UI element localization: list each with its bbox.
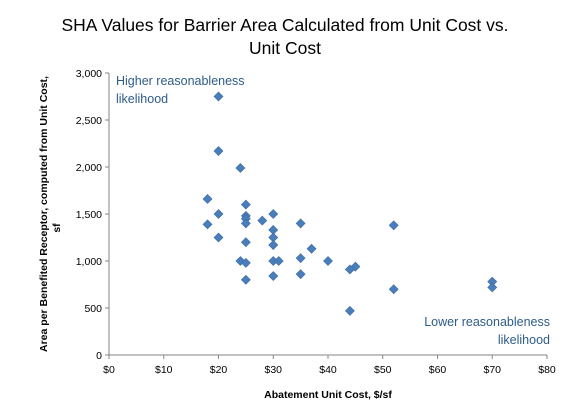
y-tick-label: 3,000 bbox=[76, 68, 102, 80]
data-point bbox=[257, 215, 268, 226]
data-points bbox=[202, 91, 498, 316]
data-point bbox=[235, 163, 246, 173]
data-point bbox=[213, 209, 224, 219]
y-tick-label: 2,000 bbox=[76, 162, 102, 174]
data-point bbox=[268, 209, 279, 219]
x-tick-label: $60 bbox=[429, 364, 447, 376]
data-point bbox=[323, 256, 333, 266]
data-point bbox=[295, 269, 306, 280]
data-point bbox=[487, 282, 498, 293]
x-tick-label: $50 bbox=[374, 364, 392, 376]
data-point bbox=[240, 218, 251, 229]
x-axis-title: Abatement Unit Cost, $/sf bbox=[264, 389, 392, 401]
annotation-higher-line-1: Higher reasonableness bbox=[116, 74, 245, 88]
axes bbox=[108, 73, 547, 356]
data-point bbox=[240, 237, 251, 248]
data-point bbox=[388, 284, 399, 295]
data-point bbox=[213, 146, 224, 156]
data-point bbox=[268, 240, 279, 250]
y-tick-label: 2,500 bbox=[76, 115, 102, 127]
x-tick-label: $30 bbox=[264, 364, 282, 376]
data-point bbox=[240, 199, 251, 210]
x-tick-label: $10 bbox=[155, 364, 173, 376]
y-tick-label: 1,500 bbox=[76, 209, 102, 221]
y-tick-label: 0 bbox=[96, 350, 102, 362]
data-point bbox=[344, 305, 355, 316]
data-point bbox=[202, 194, 213, 204]
chart-title-line-2: Unit Cost bbox=[249, 38, 321, 58]
annotation-lower-line-2: likelihood bbox=[498, 333, 550, 347]
x-tick-label: $80 bbox=[538, 364, 556, 376]
data-point bbox=[213, 232, 224, 243]
data-point bbox=[295, 253, 306, 264]
data-point bbox=[295, 218, 306, 229]
annotation-higher-line-2: likelihood bbox=[116, 92, 168, 106]
y-tick-label: 1,000 bbox=[76, 256, 102, 268]
data-point bbox=[306, 243, 317, 254]
chart-title-line-1: SHA Values for Barrier Area Calculated f… bbox=[61, 15, 508, 35]
data-point bbox=[240, 274, 251, 285]
y-ticks: 0 500 1,000 1,500 2,000 2,500 3,000 bbox=[76, 68, 109, 362]
x-tick-label: $70 bbox=[483, 364, 501, 376]
y-tick-label: 500 bbox=[84, 303, 102, 315]
data-point bbox=[213, 91, 224, 102]
data-point bbox=[268, 271, 279, 281]
data-point bbox=[273, 256, 284, 266]
data-point bbox=[240, 257, 251, 268]
y-axis-title-line-2: sf bbox=[51, 223, 63, 233]
y-axis-title-line-1: Area per Benefited Receptor, computed fr… bbox=[38, 76, 50, 352]
x-ticks: $0 $10 $20 $30 $40 $50 $60 $70 $80 bbox=[103, 355, 556, 376]
data-point bbox=[202, 219, 213, 230]
annotation-lower-line-1: Lower reasonableness bbox=[424, 315, 550, 329]
x-tick-label: $20 bbox=[210, 364, 228, 376]
x-tick-label: $40 bbox=[319, 364, 337, 376]
x-tick-label: $0 bbox=[103, 364, 115, 376]
data-point bbox=[344, 264, 355, 275]
data-point bbox=[388, 220, 399, 231]
